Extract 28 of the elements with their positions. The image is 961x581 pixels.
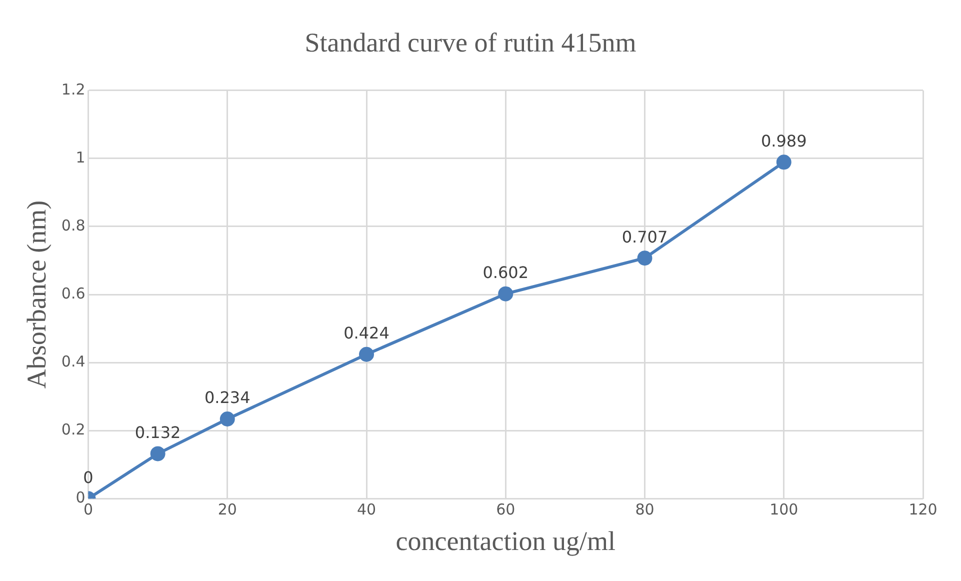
x-tick-label: 60 <box>496 500 516 518</box>
data-label: 0.989 <box>760 131 807 150</box>
y-axis-title: Absorbance (nm) <box>21 200 52 389</box>
y-tick-label: 1.2 <box>61 80 86 98</box>
data-label: 0.132 <box>134 422 181 442</box>
point <box>637 250 652 266</box>
x-tick-label: 40 <box>356 500 376 518</box>
point <box>359 346 374 362</box>
x-axis-title: concentaction ug/ml <box>396 526 616 556</box>
y-tick-label: 0.4 <box>61 352 86 370</box>
data-label: 0.707 <box>622 227 668 246</box>
y-tick-label: 0.8 <box>61 216 86 234</box>
data-label: 0.424 <box>344 324 390 343</box>
chart-title: Standard curve of rutin 415nm <box>304 27 636 58</box>
y-tick-label: 1 <box>76 148 86 166</box>
point <box>220 412 235 426</box>
point <box>150 446 166 462</box>
x-tick-label: 80 <box>635 500 654 518</box>
y-tick-label: 0.2 <box>61 420 86 438</box>
data-label: 0.602 <box>482 262 529 282</box>
point <box>776 154 792 170</box>
x-tick-label: 20 <box>218 500 237 518</box>
y-tick-label: 0 <box>76 488 86 506</box>
x-tick-label: 100 <box>770 500 798 518</box>
y-tick-label: 0.6 <box>61 284 86 302</box>
point <box>498 286 514 302</box>
x-tick-label: 120 <box>908 500 938 518</box>
data-label: 0.234 <box>204 388 250 408</box>
